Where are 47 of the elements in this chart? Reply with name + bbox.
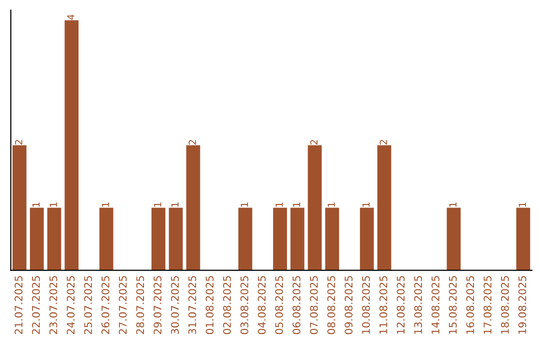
x-tick-label: 13.08.2025 bbox=[414, 276, 422, 334]
x-tick-label: 04.08.2025 bbox=[258, 276, 266, 334]
data-label: 1 bbox=[154, 202, 162, 207]
x-tick-label: 27.07.2025 bbox=[118, 276, 127, 334]
x-tick-label: 31.07.2025 bbox=[188, 276, 196, 334]
x-tick-label: 28.07.2025 bbox=[136, 276, 144, 334]
data-label: 1 bbox=[240, 202, 248, 207]
x-tick-label: 26.07.2025 bbox=[101, 276, 110, 334]
data-label: 1 bbox=[449, 202, 456, 207]
data-label: 4 bbox=[67, 14, 74, 20]
data-label: 1 bbox=[102, 202, 110, 207]
x-tick-label: 11.08.2025 bbox=[379, 276, 388, 334]
data-label: 1 bbox=[293, 202, 300, 207]
x-tick-label: 22.07.2025 bbox=[32, 276, 40, 334]
x-tick-label: 29.07.2025 bbox=[154, 276, 162, 334]
x-tick-label: 09.08.2025 bbox=[344, 276, 353, 334]
x-tick-label: 07.08.2025 bbox=[310, 276, 318, 334]
data-label: 1 bbox=[328, 202, 335, 207]
data-label: 1 bbox=[362, 202, 370, 207]
x-tick-label: 25.07.2025 bbox=[84, 276, 92, 334]
data-label: 2 bbox=[380, 140, 387, 145]
data-label: 2 bbox=[14, 140, 22, 145]
x-tick-label: 01.08.2025 bbox=[206, 276, 214, 334]
x-tick-label: 17.08.2025 bbox=[484, 276, 492, 334]
x-tick-label: 24.07.2025 bbox=[66, 276, 75, 334]
data-label: 1 bbox=[32, 202, 40, 207]
x-tick-label: 21.07.2025 bbox=[14, 276, 23, 334]
x-tick-label: 02.08.2025 bbox=[223, 276, 231, 334]
x-tick-label: 15.08.2025 bbox=[448, 276, 457, 334]
data-label: 1 bbox=[276, 202, 283, 207]
x-tick-label: 03.08.2025 bbox=[240, 276, 248, 334]
data-label: 1 bbox=[518, 202, 526, 207]
x-tick-label: 18.08.2025 bbox=[500, 276, 509, 334]
x-tick-label: 10.08.2025 bbox=[362, 276, 370, 334]
x-tick-label: 23.07.2025 bbox=[49, 276, 58, 334]
x-tick-label: 30.07.2025 bbox=[170, 276, 179, 334]
data-label: 1 bbox=[171, 202, 178, 207]
x-tick-label: 16.08.2025 bbox=[466, 276, 474, 334]
data-label: 1 bbox=[50, 202, 57, 207]
data-label: 2 bbox=[310, 140, 318, 145]
x-tick-label: 05.08.2025 bbox=[275, 276, 284, 334]
x-tick-label: 08.08.2025 bbox=[327, 276, 336, 334]
x-tick-label: 19.08.2025 bbox=[518, 276, 526, 334]
x-tick-label: 12.08.2025 bbox=[396, 276, 405, 334]
x-tick-label: 14.08.2025 bbox=[432, 276, 440, 334]
x-tick-label: 06.08.2025 bbox=[292, 276, 300, 334]
data-label: 2 bbox=[188, 140, 196, 145]
